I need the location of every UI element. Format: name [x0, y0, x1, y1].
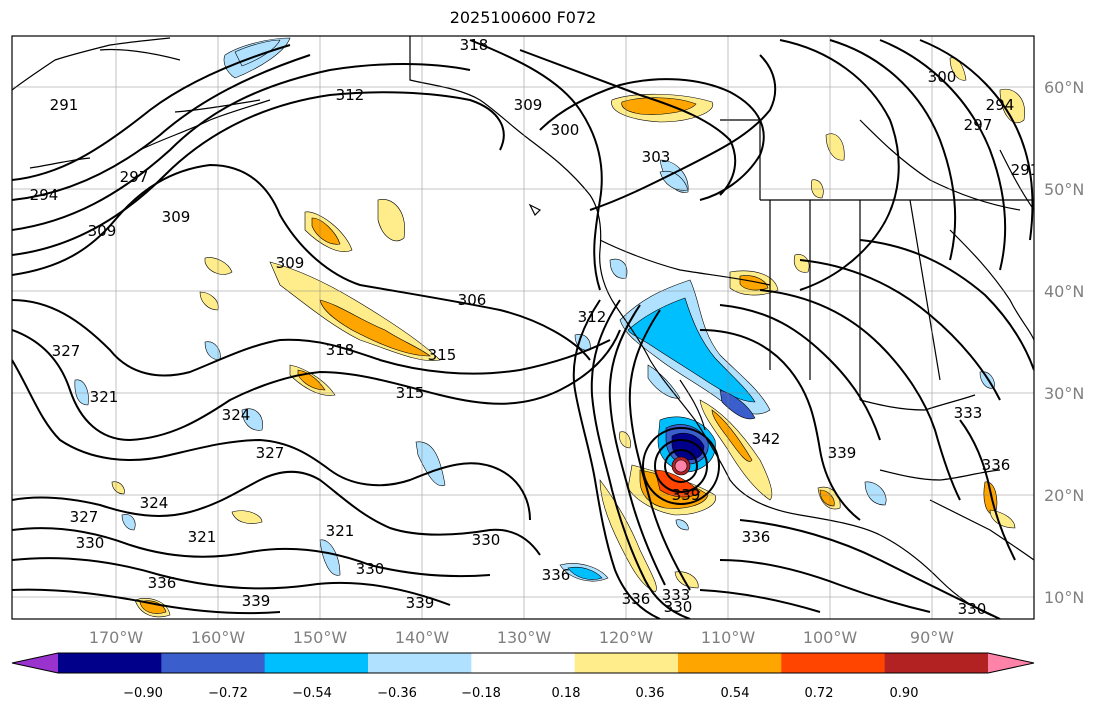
- colorbar-tick-label: −0.72: [208, 686, 248, 701]
- contour-label: 327: [256, 444, 285, 462]
- contour-label: 291: [50, 96, 79, 114]
- contour-label: 306: [458, 291, 487, 309]
- contour-label: 321: [188, 528, 217, 546]
- colorbar-outline: [11, 652, 1035, 674]
- lon-label: 110°W: [701, 628, 756, 647]
- lon-label: 160°W: [191, 628, 246, 647]
- colorbar-swatch: [368, 653, 472, 673]
- lon-label: 170°W: [89, 628, 144, 647]
- colorbar-swatch: [884, 653, 989, 673]
- contour-label: 309: [162, 208, 191, 226]
- lat-label: 30°N: [1044, 384, 1084, 403]
- contour-label: 330: [664, 598, 693, 616]
- lon-label: 120°W: [599, 628, 654, 647]
- colorbar-swatch: [58, 653, 162, 673]
- colorbar-tick-label: −0.90: [123, 686, 163, 701]
- colorbar-tick-label: 0.72: [805, 686, 834, 701]
- colorbar-swatch: [678, 653, 782, 673]
- contour-label: 336: [742, 528, 771, 546]
- contour-lines: [12, 39, 1034, 619]
- contour-label: 339: [672, 486, 701, 504]
- contour-label: 303: [642, 148, 671, 166]
- contour-label: 339: [828, 444, 857, 462]
- lon-label: 90°W: [910, 628, 954, 647]
- contour-label: 294: [986, 96, 1015, 114]
- lon-label: 140°W: [395, 628, 450, 647]
- lon-label: 130°W: [497, 628, 552, 647]
- contour-label: 339: [406, 594, 435, 612]
- contour-label: 336: [148, 574, 177, 592]
- contour-label: 312: [578, 308, 607, 326]
- contour-label: 342: [752, 430, 781, 448]
- longitude-labels: 170°W 160°W 150°W 140°W 130°W 120°W 110°…: [89, 628, 954, 647]
- map-frame: [11, 35, 1035, 620]
- contour-label: 330: [472, 531, 501, 549]
- colorbar-swatch: [574, 653, 679, 673]
- contour-label: 327: [70, 508, 99, 526]
- lat-label: 50°N: [1044, 180, 1084, 199]
- colorbar-extend-high: [988, 653, 1034, 673]
- contour-label: 333: [662, 586, 691, 604]
- colorbar-tick-label: 0.90: [890, 686, 919, 701]
- coastlines: [12, 36, 1034, 619]
- contour-label: 318: [460, 36, 489, 54]
- contour-label: 309: [514, 96, 543, 114]
- contour-label: 330: [356, 560, 385, 578]
- contour-label: 327: [52, 342, 81, 360]
- colorbar-tick-label: 0.36: [636, 686, 665, 701]
- colorbar-tick-label: 0.18: [552, 686, 581, 701]
- lon-label: 150°W: [293, 628, 348, 647]
- contour-label: 312: [336, 86, 365, 104]
- colorbar-extend-low: [12, 653, 58, 673]
- contour-label: 336: [982, 456, 1011, 474]
- contour-label: 336: [622, 590, 651, 608]
- colorbar-tick-label: −0.18: [461, 686, 501, 701]
- colorbar-tick-label: −0.36: [377, 686, 417, 701]
- colorbar-tick-label: 0.54: [721, 686, 750, 701]
- contour-label: 300: [928, 68, 957, 86]
- colorbar-ticks: −0.90 −0.72 −0.54 −0.36 −0.18 0.18 0.36 …: [123, 686, 918, 701]
- colorbar-swatch: [471, 653, 576, 673]
- colorbar: [11, 652, 1035, 674]
- contour-label: 297: [964, 116, 993, 134]
- contour-label: 315: [428, 346, 457, 364]
- contour-label: 324: [140, 494, 169, 512]
- contour-label: 336: [542, 566, 571, 584]
- lat-label: 60°N: [1044, 78, 1084, 97]
- map-area: [12, 36, 1034, 619]
- contour-label: 300: [551, 121, 580, 139]
- latitude-labels: 60°N 50°N 40°N 30°N 20°N 10°N: [1044, 78, 1084, 607]
- contour-labels: 318 312 309 300 303 300 297 294 291 291 …: [30, 36, 1040, 618]
- contour-label: 294: [30, 186, 59, 204]
- lat-label: 40°N: [1044, 282, 1084, 301]
- contour-label: 291: [1011, 161, 1040, 179]
- contour-label: 330: [76, 534, 105, 552]
- map-title: 2025100600 F072: [449, 8, 597, 27]
- lon-label: 100°W: [803, 628, 858, 647]
- contour-label: 330: [958, 600, 987, 618]
- contour-label: 339: [242, 592, 271, 610]
- colorbar-swatch: [781, 653, 886, 673]
- colorbar-swatch: [161, 653, 266, 673]
- contour-label: 297: [120, 168, 149, 186]
- contour-label: 318: [326, 341, 355, 359]
- contour-label: 333: [954, 404, 983, 422]
- contour-label: 309: [88, 222, 117, 240]
- contour-label: 315: [396, 384, 425, 402]
- contour-label: 321: [90, 388, 119, 406]
- lat-label: 10°N: [1044, 588, 1084, 607]
- contour-label: 309: [276, 254, 305, 272]
- contour-label: 321: [326, 522, 355, 540]
- lat-label: 20°N: [1044, 486, 1084, 505]
- contour-label: 324: [222, 406, 251, 424]
- graticule: [12, 36, 1034, 619]
- colorbar-tick-label: −0.54: [292, 686, 332, 701]
- colorbar-swatch: [264, 653, 369, 673]
